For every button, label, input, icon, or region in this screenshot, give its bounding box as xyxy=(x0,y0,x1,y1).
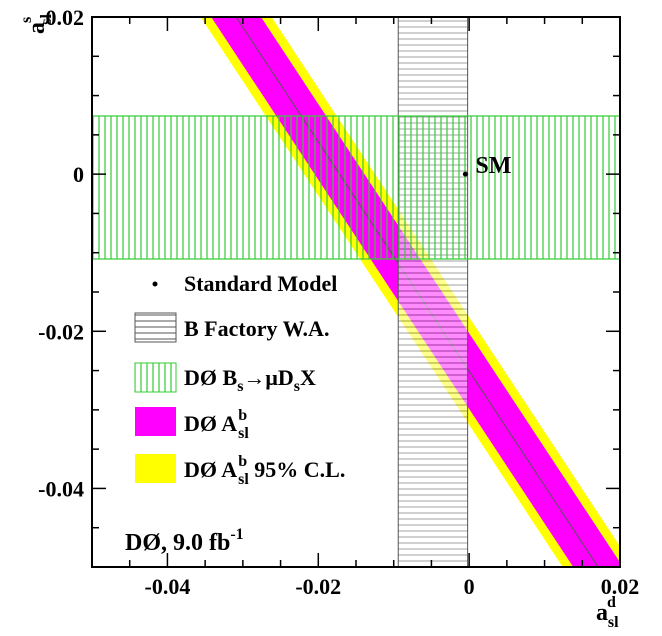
legend-bs-label: DØ Bs→μDsX xyxy=(184,365,316,395)
sm-point xyxy=(462,171,468,177)
experiment-label: DØ, 9.0 fb-1 xyxy=(125,526,244,556)
bands-layer xyxy=(92,17,620,567)
x-tick-label: 0 xyxy=(464,574,475,599)
legend-sm-marker xyxy=(152,281,158,287)
legend-ab-swatch xyxy=(135,407,176,436)
tick-labels-layer: -0.04 -0.02 0 0.02 -0.04 -0.02 0 0.02 xyxy=(38,5,639,599)
x-tick-label: -0.02 xyxy=(295,574,341,599)
y-axis-label-main: a xyxy=(24,22,50,34)
legend-cl95-swatch xyxy=(135,454,176,483)
legend-bfactory-label: B Factory W.A. xyxy=(184,316,329,341)
bfactory-band xyxy=(397,17,469,567)
legend-cl95-label: DØ Ab sl 95% C.L. xyxy=(184,453,345,488)
bs-band xyxy=(92,115,620,260)
y-tick-label: 0.02 xyxy=(46,5,85,30)
y-axis-label: as sl xyxy=(18,14,55,34)
x-axis-label-sub: sl xyxy=(608,614,619,631)
legend: Standard Model B Factory W.A. DØ Bs→μDsX… xyxy=(134,271,345,488)
y-tick-label: -0.04 xyxy=(38,476,84,501)
y-tick-label: 0 xyxy=(73,162,84,187)
legend-bs-swatch xyxy=(134,362,177,393)
legend-ab-label: DØ Ab sl xyxy=(184,407,249,442)
x-axis-label-sup: d xyxy=(607,594,616,611)
y-axis-label-sup: s xyxy=(18,17,35,23)
x-tick-label: 0.02 xyxy=(601,574,640,599)
x-tick-label: -0.04 xyxy=(145,574,191,599)
x-axis-label: ad sl xyxy=(596,594,619,631)
y-axis-label-sub: sl xyxy=(38,14,55,25)
y-tick-label: -0.02 xyxy=(38,319,84,344)
x-axis-label-main: a xyxy=(596,600,608,626)
plot-frame xyxy=(91,16,621,568)
legend-sm-label: Standard Model xyxy=(184,271,337,296)
sm-label: SM xyxy=(475,153,511,179)
legend-bfactory-swatch xyxy=(134,312,177,343)
